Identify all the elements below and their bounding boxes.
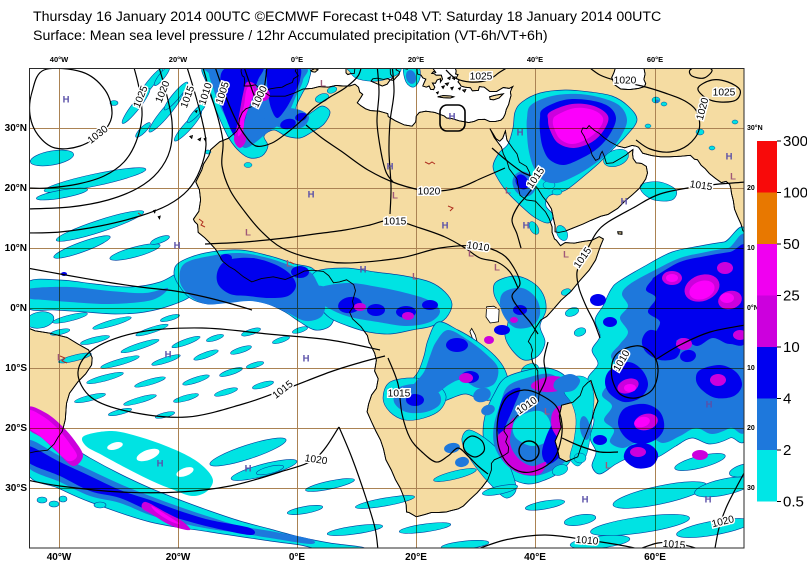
- svg-text:H: H: [165, 350, 172, 361]
- svg-text:20: 20: [747, 185, 755, 192]
- svg-text:H: H: [308, 190, 315, 201]
- svg-text:H: H: [706, 400, 713, 411]
- svg-text:H: H: [621, 197, 628, 208]
- svg-text:1015: 1015: [384, 217, 407, 228]
- svg-text:H: H: [174, 241, 181, 252]
- svg-text:40°E: 40°E: [527, 55, 543, 64]
- svg-text:L: L: [412, 272, 418, 283]
- svg-text:1020: 1020: [418, 187, 441, 198]
- svg-text:0°E: 0°E: [289, 552, 306, 563]
- svg-text:L: L: [245, 228, 251, 239]
- svg-text:H: H: [517, 128, 524, 139]
- svg-text:L: L: [505, 186, 511, 197]
- svg-text:Thursday 16 January 2014 00UTC: Thursday 16 January 2014 00UTC ©ECMWF Fo…: [33, 9, 661, 25]
- svg-text:20°E: 20°E: [405, 552, 427, 563]
- svg-text:L: L: [286, 259, 292, 270]
- svg-text:1020: 1020: [304, 453, 328, 467]
- svg-text:H: H: [360, 265, 367, 276]
- svg-text:2: 2: [783, 442, 791, 459]
- svg-text:1015: 1015: [388, 389, 411, 400]
- svg-text:1010: 1010: [575, 535, 599, 548]
- svg-text:L: L: [544, 407, 550, 418]
- svg-text:0°E: 0°E: [291, 55, 303, 64]
- svg-text:H: H: [523, 221, 530, 232]
- svg-text:50: 50: [783, 236, 800, 253]
- svg-text:L: L: [57, 353, 63, 364]
- svg-text:300: 300: [783, 133, 807, 150]
- svg-text:10°S: 10°S: [5, 363, 27, 374]
- svg-text:30°N: 30°N: [747, 124, 763, 132]
- svg-text:H: H: [726, 152, 733, 163]
- svg-text:20°S: 20°S: [5, 423, 27, 434]
- svg-text:20°W: 20°W: [169, 55, 188, 64]
- svg-text:0°N: 0°N: [10, 303, 27, 314]
- svg-text:Surface: Mean sea level pressu: Surface: Mean sea level pressure / 12hr …: [33, 28, 548, 44]
- svg-text:60°E: 60°E: [644, 552, 666, 563]
- svg-text:L: L: [320, 79, 326, 90]
- svg-text:0°N: 0°N: [747, 304, 759, 312]
- svg-text:40°W: 40°W: [47, 552, 72, 563]
- svg-text:L: L: [392, 191, 398, 202]
- svg-text:20°E: 20°E: [408, 55, 424, 64]
- svg-text:10°N: 10°N: [5, 243, 27, 254]
- svg-text:H: H: [157, 459, 164, 470]
- svg-text:H: H: [303, 354, 310, 365]
- svg-text:1015: 1015: [662, 539, 686, 552]
- svg-text:H: H: [442, 221, 449, 232]
- svg-text:L: L: [563, 250, 569, 261]
- svg-text:H: H: [387, 162, 394, 173]
- svg-text:1025: 1025: [713, 88, 736, 99]
- svg-text:40°W: 40°W: [50, 55, 69, 64]
- svg-text:H: H: [63, 95, 70, 106]
- svg-text:H: H: [245, 464, 252, 475]
- svg-text:60°E: 60°E: [647, 55, 663, 64]
- svg-text:10: 10: [747, 245, 755, 252]
- svg-text:L: L: [494, 263, 500, 274]
- svg-text:H: H: [449, 112, 456, 123]
- svg-text:40°E: 40°E: [524, 552, 546, 563]
- svg-text:20°W: 20°W: [166, 552, 191, 563]
- svg-text:H: H: [582, 495, 589, 506]
- svg-text:0.5: 0.5: [783, 494, 804, 511]
- svg-text:10: 10: [747, 365, 755, 372]
- svg-text:30: 30: [747, 485, 755, 492]
- svg-text:100: 100: [783, 185, 807, 202]
- svg-text:1020: 1020: [614, 76, 637, 87]
- svg-text:25: 25: [783, 288, 800, 305]
- svg-text:1025: 1025: [470, 72, 493, 83]
- svg-text:4: 4: [783, 391, 791, 408]
- svg-text:L: L: [605, 461, 611, 472]
- svg-text:20: 20: [747, 425, 755, 432]
- svg-text:30°S: 30°S: [5, 483, 27, 494]
- svg-text:20°N: 20°N: [5, 183, 27, 194]
- svg-text:1015: 1015: [689, 179, 713, 193]
- svg-text:30°N: 30°N: [5, 123, 27, 134]
- svg-text:H: H: [705, 495, 712, 506]
- svg-text:1010: 1010: [466, 240, 490, 254]
- svg-text:L: L: [468, 249, 474, 260]
- svg-text:10: 10: [783, 339, 800, 356]
- svg-text:L: L: [730, 172, 736, 183]
